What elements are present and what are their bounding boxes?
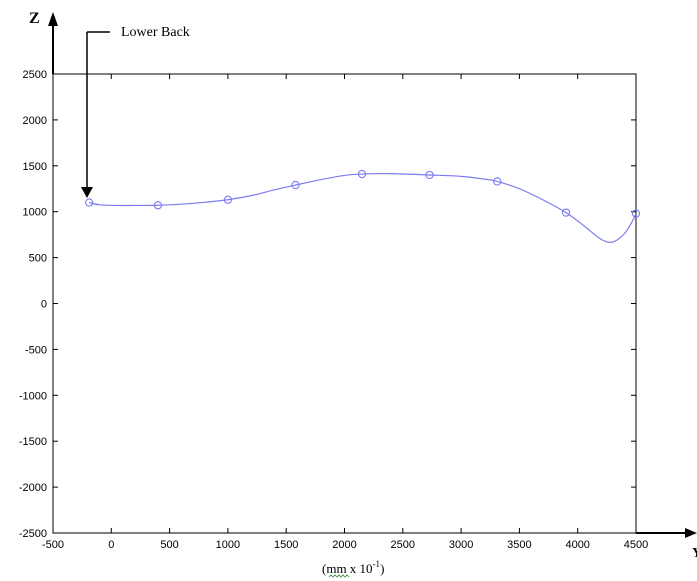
y-tick-label: 1500 (23, 161, 47, 173)
x-tick-label: 3500 (507, 539, 531, 551)
data-point-marker (493, 177, 502, 186)
annotation-lower-back: Lower Back (121, 25, 190, 40)
data-point-marker (84, 198, 94, 207)
y-tick-label: -2000 (19, 482, 47, 494)
data-point-marker (223, 195, 233, 204)
x-tick-label: 3000 (449, 539, 473, 551)
x-axis-label-main: (mm x 10 (322, 561, 373, 576)
y-tick-label: -2500 (19, 528, 47, 540)
data-point-marker (291, 180, 300, 190)
x-axis-label-exponent: -1 (373, 559, 381, 569)
data-point-marker (425, 170, 434, 180)
x-tick-label: 500 (160, 539, 178, 551)
data-point-marker (631, 209, 641, 218)
y-tick-label: -1000 (19, 390, 47, 402)
data-point-marker (153, 201, 163, 210)
y-tick-label: 0 (41, 299, 47, 311)
plot-frame (52, 73, 637, 534)
y-tick-label: -500 (25, 344, 47, 356)
series-line (89, 172, 637, 243)
x-tick-label: 4500 (624, 539, 648, 551)
z-axis-arrowhead (48, 12, 58, 26)
x-tick-label: 1500 (274, 539, 298, 551)
y-tick-label: 1000 (23, 207, 47, 219)
z-axis-letter: Z (29, 10, 40, 27)
x-tick-label: -500 (42, 539, 64, 551)
x-tick-label: 2000 (332, 539, 356, 551)
y-tick-label: -1500 (19, 436, 47, 448)
data-point-marker (561, 208, 571, 217)
x-axis-label: (mm x 10-1) (322, 559, 384, 576)
y-tick-label: 500 (29, 253, 47, 265)
x-axis-label-close: ) (380, 561, 384, 576)
data-point-marker (357, 169, 367, 179)
x-tick-label: 0 (108, 539, 114, 551)
annotation-arrowhead (81, 187, 93, 198)
y-tick-label: 2500 (23, 69, 47, 81)
spellcheck-squiggle (328, 574, 350, 578)
x-tick-label: 1000 (216, 539, 240, 551)
x-tick-label: 4000 (565, 539, 589, 551)
marker-group (84, 169, 641, 218)
x-tick-group: -500 0 500 1000 1500 2000 2500 3000 3500 4000 4500 (42, 74, 648, 551)
y-axis-arrowhead (685, 528, 697, 538)
y-tick-label: 2000 (23, 115, 47, 127)
y-axis-letter: Y (692, 546, 697, 561)
x-tick-label: 2500 (391, 539, 415, 551)
y-tick-group: 2500 2000 1500 1000 500 0 -500 -1000 -1500 -2000 -… (19, 69, 636, 540)
